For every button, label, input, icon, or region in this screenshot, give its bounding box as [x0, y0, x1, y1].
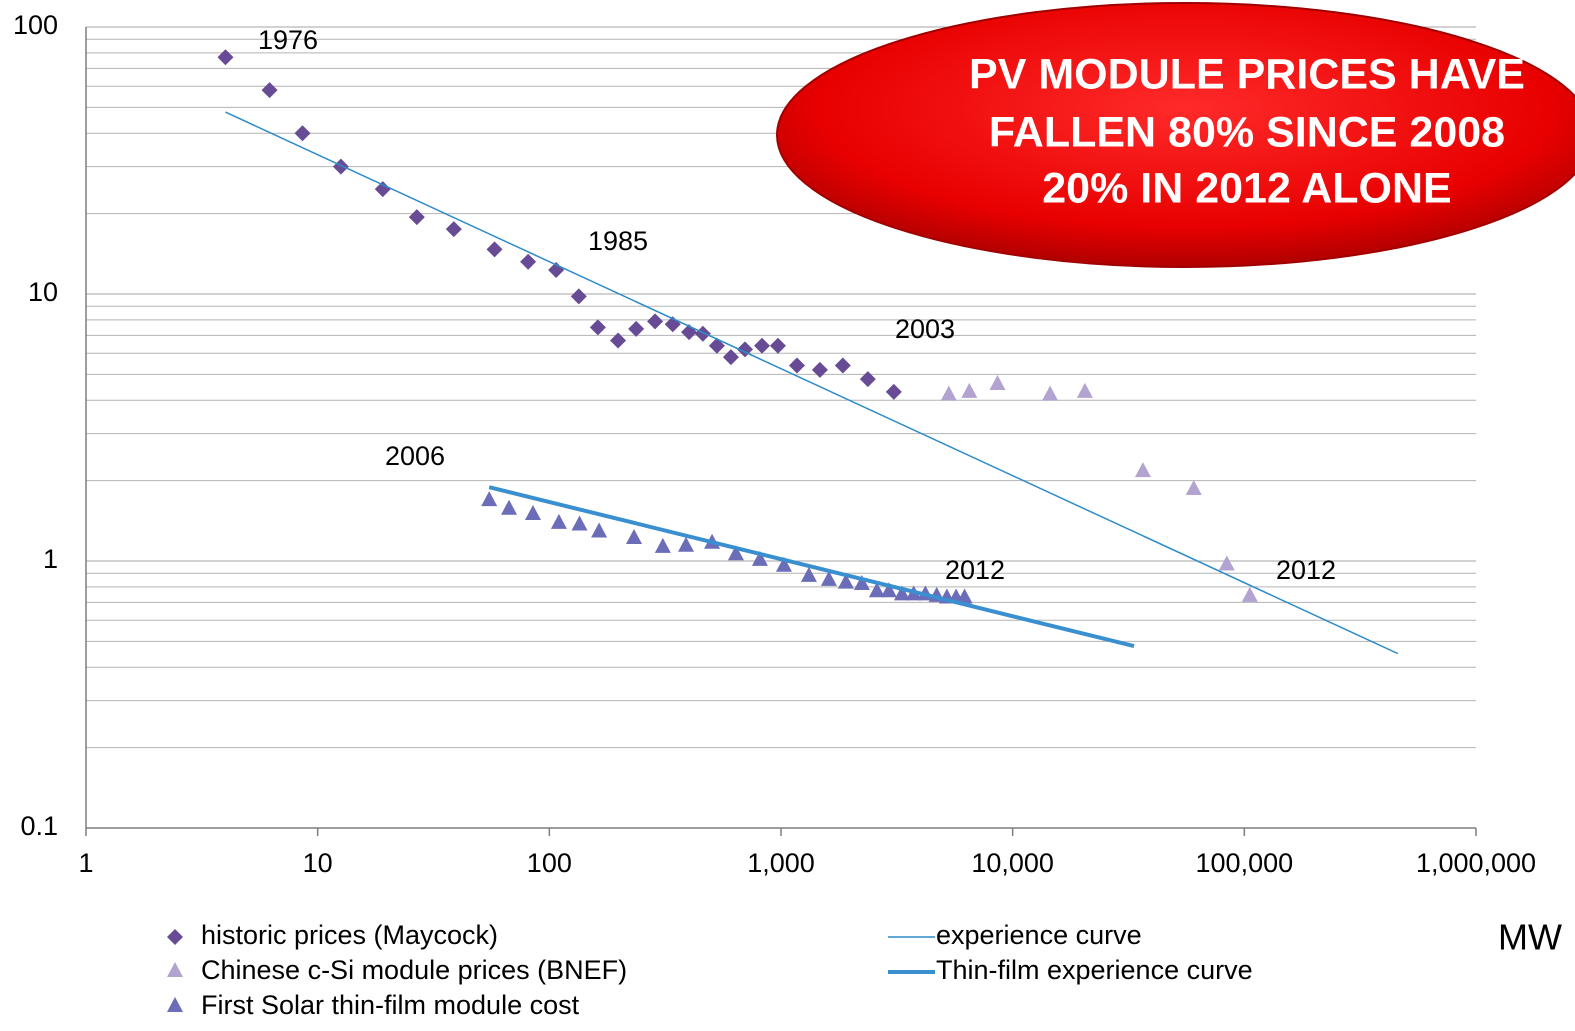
data-point [788, 357, 805, 374]
data-point [571, 515, 588, 531]
data-point [800, 566, 817, 582]
data-point [1241, 586, 1258, 602]
x-tick-label: 10,000 [971, 848, 1054, 878]
data-point [217, 49, 234, 66]
data-point [589, 319, 606, 336]
data-point [859, 371, 876, 388]
data-point [853, 575, 870, 591]
annotation: 2012 [1276, 555, 1336, 585]
data-point [1218, 555, 1235, 571]
y-tick-label: 10 [28, 277, 58, 307]
data-point [408, 209, 425, 226]
x-tick-label: 1,000,000 [1416, 848, 1536, 878]
legend-swatch [167, 962, 183, 977]
callout-text: 20% IN 2012 ALONE [1042, 164, 1451, 212]
y-tick-label: 100 [13, 10, 58, 40]
data-point [591, 522, 608, 538]
data-point [570, 288, 587, 305]
legend-label: First Solar thin-film module cost [201, 990, 580, 1020]
trend-line [225, 111, 1399, 655]
legend-label: experience curve [936, 920, 1142, 950]
legend-label: Chinese c-Si module prices (BNEF) [201, 955, 627, 985]
annotation: 2003 [895, 314, 955, 344]
annotation: 1985 [588, 226, 648, 256]
data-point [769, 337, 786, 354]
data-point [520, 253, 537, 270]
data-point [481, 491, 498, 507]
x-tick-label: 100 [527, 848, 572, 878]
data-point [885, 383, 902, 400]
callout-text: PV MODULE PRICES HAVE [969, 50, 1525, 98]
data-point [654, 537, 671, 553]
data-point [294, 125, 311, 142]
annotation: 2006 [385, 441, 445, 471]
data-point [647, 313, 664, 330]
annotation: 1976 [258, 25, 318, 55]
legend-label: Thin-film experience curve [936, 955, 1253, 985]
data-point [722, 349, 739, 366]
data-point [610, 332, 627, 349]
data-point [893, 585, 910, 601]
data-point [880, 582, 897, 598]
y-tick-label: 1 [43, 544, 58, 574]
data-point [374, 181, 391, 198]
data-point [956, 588, 973, 604]
data-point [486, 241, 503, 258]
data-point [989, 375, 1006, 391]
data-point [775, 556, 792, 572]
data-point [727, 545, 744, 561]
x-tick-label: 1,000 [747, 848, 815, 878]
legend-swatch [167, 929, 183, 945]
data-point [1185, 480, 1202, 496]
data-point [1076, 382, 1093, 398]
data-point [868, 582, 885, 598]
data-point [1134, 462, 1151, 478]
y-tick-label: 0.1 [20, 811, 58, 841]
data-point [445, 221, 462, 238]
legend-label: historic prices (Maycock) [201, 920, 498, 950]
data-point [961, 382, 978, 398]
x-tick-label: 100,000 [1196, 848, 1294, 878]
data-point [524, 504, 541, 520]
callout-bubble [776, 2, 1575, 268]
data-point [628, 320, 645, 337]
trend-line [488, 485, 1135, 649]
data-point [811, 361, 828, 378]
data-point [708, 337, 725, 354]
x-axis-label: MW [1498, 917, 1562, 958]
data-point [754, 337, 771, 354]
callout-text: FALLEN 80% SINCE 2008 [989, 108, 1505, 156]
data-point [550, 513, 567, 529]
data-point [332, 158, 349, 175]
data-point [1042, 385, 1059, 401]
data-point [751, 550, 768, 566]
data-point [940, 385, 957, 401]
data-point [820, 570, 837, 586]
data-point [837, 573, 854, 589]
x-tick-label: 10 [303, 848, 333, 878]
data-point [501, 499, 518, 515]
legend-swatch [167, 997, 183, 1012]
data-point [834, 357, 851, 374]
annotation: 2012 [945, 555, 1005, 585]
x-tick-label: 1 [78, 848, 93, 878]
data-point [261, 82, 278, 99]
data-point [678, 536, 695, 552]
data-point [626, 528, 643, 544]
data-point [694, 325, 711, 342]
